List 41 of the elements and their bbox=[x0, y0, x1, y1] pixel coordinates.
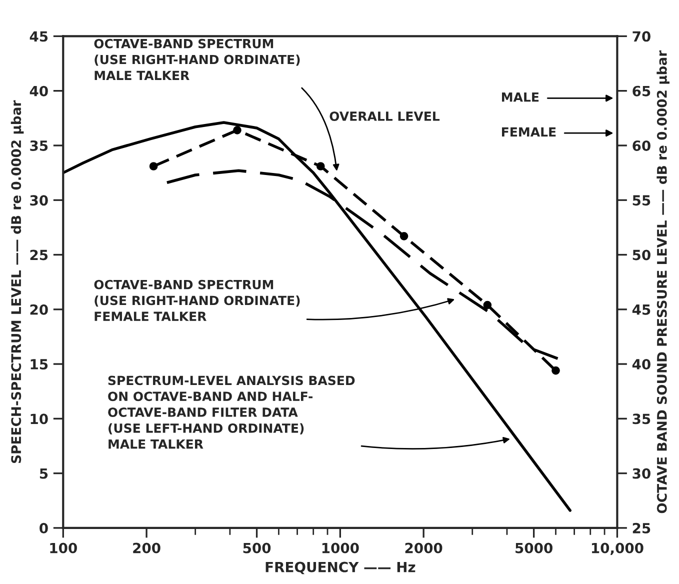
y2-tick-label: 50 bbox=[632, 250, 650, 260]
point bbox=[149, 162, 158, 170]
x-tick-label: 5000 bbox=[516, 542, 552, 554]
point bbox=[233, 126, 242, 134]
annotation: OCTAVE-BAND SPECTRUM (USE RIGHT-HAND ORDINATE) FEMALE TALKER bbox=[94, 280, 300, 321]
y2-tick-label: 70 bbox=[632, 31, 650, 42]
y-tick-label: 15 bbox=[30, 359, 48, 370]
point bbox=[483, 300, 492, 310]
y-axis-title: SPEECH-SPECTRUM LEVEL —— dB re 0.0002 μbar bbox=[10, 100, 24, 463]
y2-tick-label: 60 bbox=[632, 140, 650, 151]
y2-tick-label: 55 bbox=[632, 195, 650, 206]
y2-tick-label: 40 bbox=[632, 358, 650, 370]
y-tick-label: 0 bbox=[40, 522, 48, 534]
annotation: FEMALE bbox=[502, 127, 556, 137]
y-tick-label: 40 bbox=[30, 86, 48, 96]
annotation: OVERALL LEVEL bbox=[330, 112, 440, 121]
x-tick-label: 2000 bbox=[405, 542, 442, 554]
y2-tick-label: 65 bbox=[632, 86, 650, 96]
y2-tick-label: 30 bbox=[632, 468, 650, 479]
y-tick-label: 20 bbox=[30, 304, 48, 315]
y2-tick-label: 25 bbox=[632, 522, 650, 534]
y-tick-label: 35 bbox=[30, 140, 48, 151]
y2-tick-label: 35 bbox=[632, 414, 650, 424]
y-tick-label: 45 bbox=[30, 31, 48, 42]
y-tick-label: 25 bbox=[30, 250, 48, 260]
y-tick-label: 30 bbox=[30, 195, 48, 206]
x-axis-title: FREQUENCY —— Hz bbox=[266, 562, 416, 574]
point bbox=[400, 232, 408, 240]
y2-axis-title: OCTAVE BAND SOUND PRESSURE LEVEL —— dB re 0.0002 μbar bbox=[656, 50, 670, 514]
y2-tick-label: 45 bbox=[632, 304, 650, 315]
x-tick-label: 500 bbox=[243, 542, 271, 554]
x-tick-label: 1000 bbox=[322, 542, 359, 554]
point bbox=[316, 162, 325, 170]
y-tick-label: 10 bbox=[30, 414, 48, 424]
annotation: SPECTRUM-LEVEL ANALYSIS BASED ON OCTAVE-BAND AND HALF- OCTAVE-BAND FILTER DATA (USE LEFT-HAND ORDINATE) MALE TALKER bbox=[108, 376, 355, 449]
x-tick-label: 100 bbox=[50, 542, 77, 554]
annotation: MALE bbox=[502, 92, 539, 102]
x-tick-label: 200 bbox=[133, 542, 160, 554]
x-tick-label: 10,000 bbox=[592, 542, 644, 556]
y-tick-label: 5 bbox=[40, 468, 48, 479]
annotation: OCTAVE-BAND SPECTRUM (USE RIGHT-HAND ORDINATE) MALE TALKER bbox=[94, 38, 300, 80]
